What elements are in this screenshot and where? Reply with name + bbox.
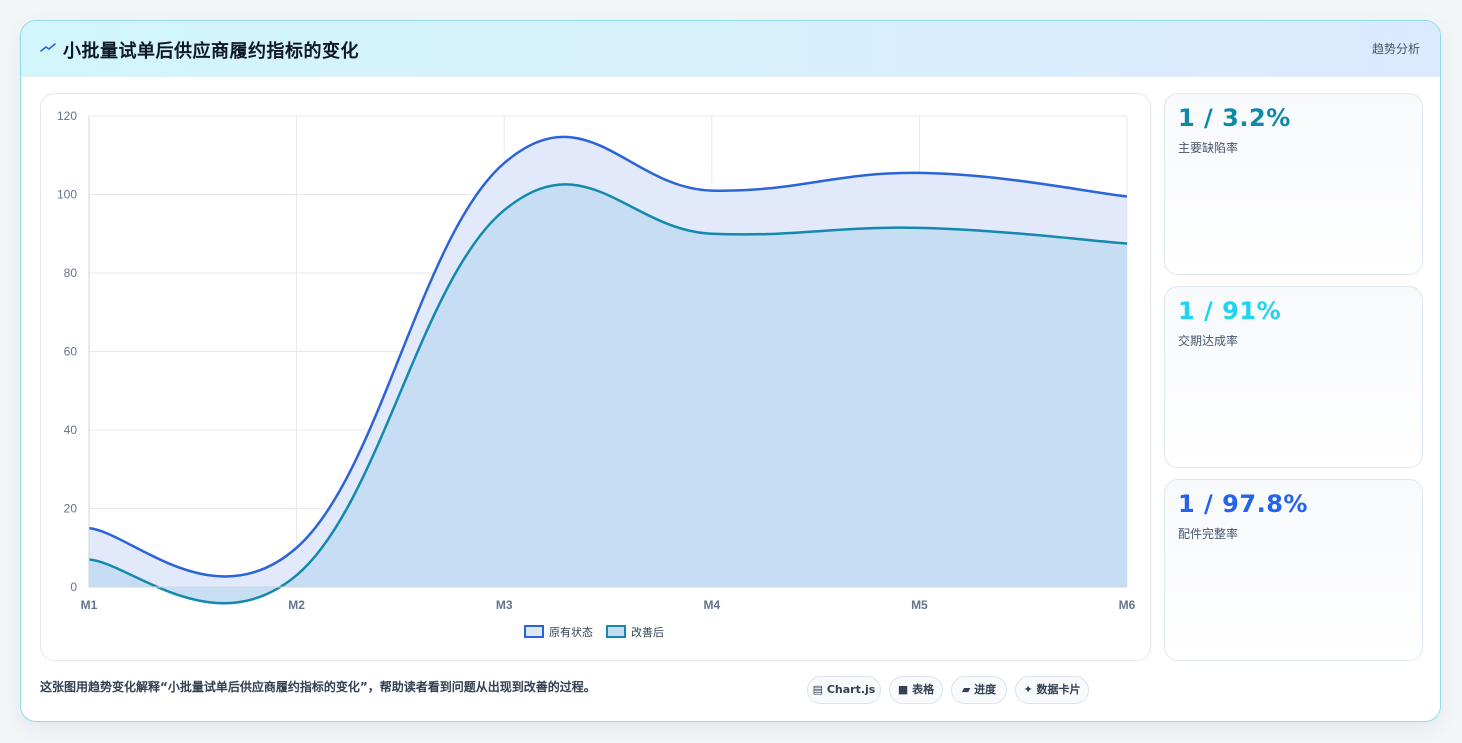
card-header: 小批量试单后供应商履约指标的变化 趋势分析 [21, 21, 1440, 77]
chart-card: 小批量试单后供应商履约指标的变化 趋势分析 0 20 40 60 80 100 120 M1 M… [20, 20, 1441, 722]
stat-label: 交期达成率 [1178, 334, 1239, 348]
series-line-improved [88, 183, 1128, 605]
analysis-type-tag: 趋势分析 [1371, 42, 1420, 56]
stat-value: 1 / 3.2% [1178, 104, 1291, 132]
x-tick-label: M4 [703, 598, 720, 612]
area-chart: 0 20 40 60 80 100 120 M1 M2 M3 M4 M5 M6 原有状态 改善后 [57, 109, 1136, 639]
stat-value: 1 / 91% [1178, 297, 1282, 325]
legend-swatch [606, 625, 626, 638]
y-tick-label: 20 [64, 502, 78, 516]
stat-label: 主要缺陷率 [1178, 141, 1239, 155]
stat-value: 1 / 97.8% [1178, 490, 1308, 518]
chip-progress[interactable]: ▰ 进度 [951, 676, 1007, 704]
series-line-original [88, 135, 1128, 578]
legend-label: 改善后 [631, 625, 664, 639]
y-tick-label: 100 [57, 188, 77, 202]
chip-data-cards[interactable]: ✦ 数据卡片 [1015, 676, 1089, 704]
x-tick-label: M5 [911, 598, 928, 612]
stat-label: 配件完整率 [1178, 527, 1239, 541]
y-tick-label: 40 [64, 423, 78, 437]
chart-caption: 这张图用趋势变化解释“小批量试单后供应商履约指标的变化”，帮助读者看到问题从出现… [40, 680, 596, 694]
trend-line-icon [40, 43, 56, 52]
y-tick-label: 120 [57, 109, 77, 123]
x-tick-label: M2 [288, 598, 305, 612]
legend-label: 原有状态 [549, 625, 593, 639]
stat-card-defect-rate: 1 / 3.2% 主要缺陷率 [1164, 93, 1423, 275]
legend-swatch [524, 625, 544, 638]
card-title: 小批量试单后供应商履约指标的变化 [63, 41, 359, 62]
chart-panel: 0 20 40 60 80 100 120 M1 M2 M3 M4 M5 M6 原有状态 改善后 [40, 93, 1151, 661]
x-tick-label: M6 [1119, 598, 1136, 612]
chip-table[interactable]: ■ 表格 [889, 676, 943, 704]
stat-card-delivery-rate: 1 / 91% 交期达成率 [1164, 286, 1423, 468]
y-tick-label: 0 [70, 580, 77, 594]
y-tick-label: 80 [64, 266, 78, 280]
stat-card-completeness-rate: 1 / 97.8% 配件完整率 [1164, 479, 1423, 661]
x-tick-label: M1 [81, 598, 98, 612]
chip-chartjs[interactable]: ▤ Chart.js [807, 676, 881, 704]
x-tick-label: M3 [496, 598, 513, 612]
series-area-improved [89, 184, 1127, 604]
y-tick-label: 60 [64, 345, 78, 359]
